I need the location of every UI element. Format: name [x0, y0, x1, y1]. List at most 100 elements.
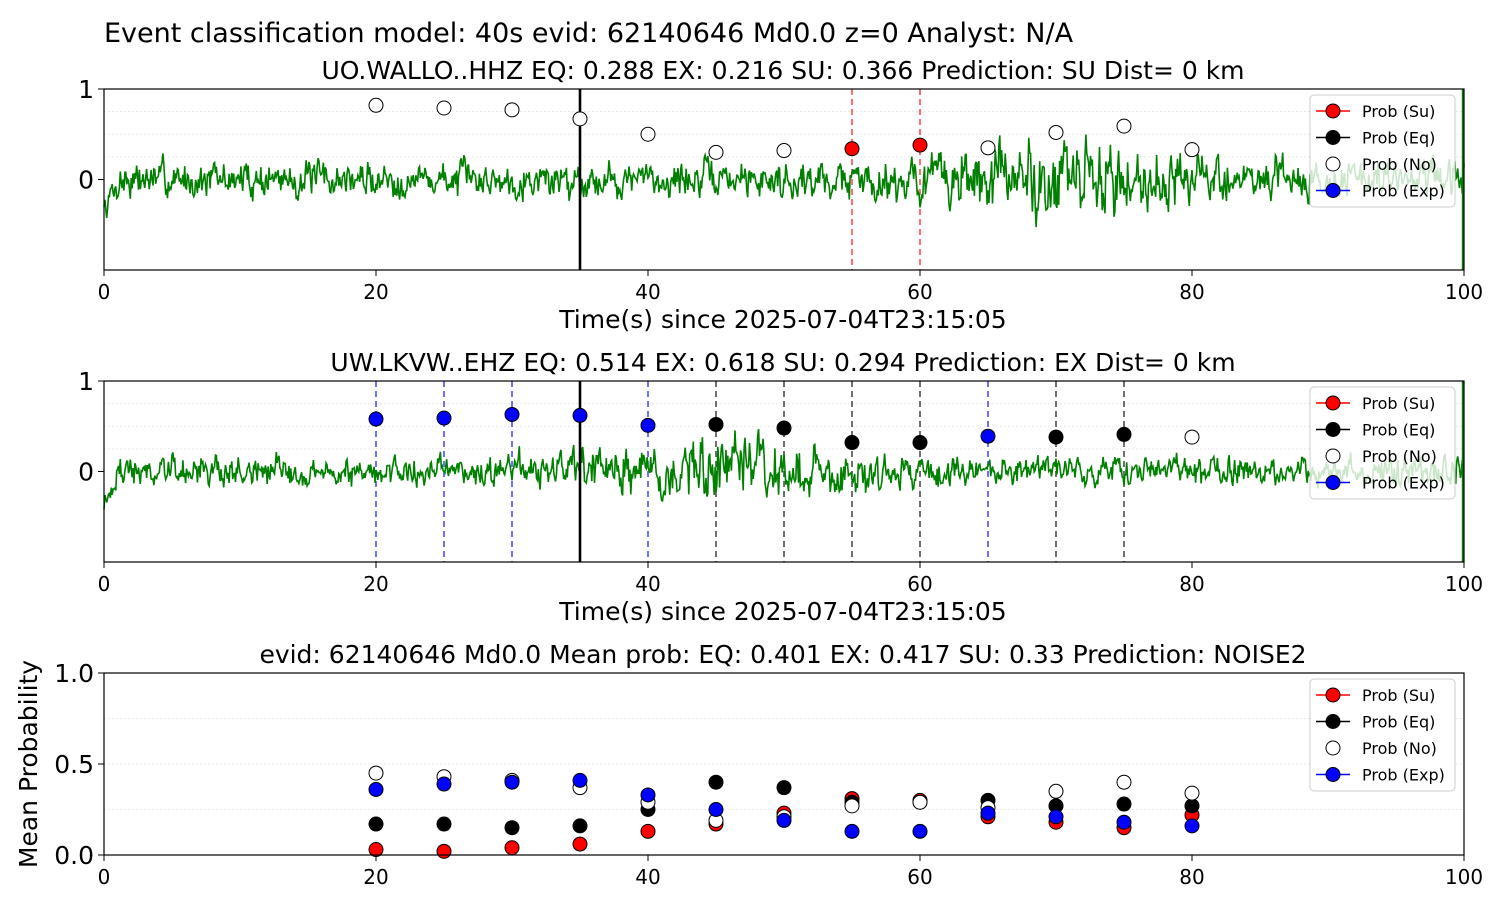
- legend-box: [1309, 678, 1456, 792]
- y-tick-label: 0: [78, 166, 94, 195]
- legend-marker: [1325, 448, 1341, 464]
- point-exp: [640, 417, 656, 433]
- point-no: [1184, 142, 1200, 158]
- legend-box: [1309, 386, 1456, 500]
- probability-points: [368, 97, 1200, 160]
- legend-marker: [1325, 740, 1341, 756]
- y-axis-label: Mean Probability: [14, 660, 43, 868]
- point-su: [572, 836, 588, 852]
- point-su: [912, 137, 928, 153]
- x-tick-label: 0: [98, 280, 111, 304]
- y-tick-label: 0.5: [54, 750, 94, 779]
- point-exp: [912, 823, 928, 839]
- point-no: [1116, 118, 1132, 134]
- point-eq: [504, 820, 520, 836]
- x-tick-label: 80: [1179, 280, 1204, 304]
- point-no: [368, 97, 384, 113]
- x-tick-label: 60: [907, 865, 932, 889]
- point-exp: [368, 411, 384, 427]
- point-no: [504, 102, 520, 118]
- legend-label: Prob (Eq): [1362, 713, 1435, 732]
- panel-uo-wallo: UO.WALLO..HHZ EQ: 0.288 EX: 0.216 SU: 0.…: [78, 56, 1483, 334]
- legend-marker: [1325, 395, 1341, 411]
- legend-label: Prob (Eq): [1362, 421, 1435, 440]
- legend-label: Prob (Exp): [1362, 182, 1445, 201]
- legend-marker: [1325, 767, 1341, 782]
- legend-label: Prob (Exp): [1362, 766, 1445, 785]
- point-no: [1184, 785, 1200, 801]
- panel-title: UW.LKVW..EHZ EQ: 0.514 EX: 0.618 SU: 0.2…: [330, 348, 1235, 377]
- panel-title: UO.WALLO..HHZ EQ: 0.288 EX: 0.216 SU: 0.…: [321, 56, 1244, 85]
- x-tick-label: 40: [635, 572, 660, 596]
- y-tick-label: 1.0: [54, 659, 94, 688]
- legend-marker: [1325, 183, 1341, 198]
- x-axis-ticks: 0 20 40 60 80 100: [98, 270, 1483, 304]
- point-eq: [776, 780, 792, 796]
- x-tick-label: 100: [1445, 572, 1483, 596]
- x-tick-label: 20: [363, 865, 388, 889]
- point-no: [368, 765, 384, 781]
- x-axis-ticks: 0 20 40 60 80 100: [98, 855, 1483, 889]
- legend-label: Prob (Su): [1362, 102, 1435, 121]
- point-exp: [640, 787, 656, 803]
- point-no: [436, 100, 452, 116]
- y-tick-label: 1: [78, 75, 94, 104]
- point-su: [640, 823, 656, 839]
- legend-marker: [1325, 714, 1341, 729]
- point-su: [436, 843, 452, 859]
- x-axis-label: Time(s) since 2025-07-04T23:15:05: [558, 305, 1006, 334]
- point-no: [572, 111, 588, 127]
- y-tick-label: 0: [78, 458, 94, 487]
- legend-marker: [1325, 475, 1341, 490]
- legend-label: Prob (No): [1362, 155, 1437, 174]
- point-no: [1048, 783, 1064, 799]
- legend: Prob (Su) Prob (Eq) Prob (No) Prob (Exp): [1309, 386, 1456, 500]
- point-su: [844, 141, 860, 157]
- point-no: [844, 798, 860, 814]
- x-tick-label: 60: [907, 572, 932, 596]
- point-no: [1184, 429, 1200, 445]
- x-tick-label: 20: [363, 280, 388, 304]
- x-tick-label: 0: [98, 572, 111, 596]
- legend-label: Prob (Exp): [1362, 474, 1445, 493]
- waveform-group: [103, 89, 1465, 270]
- x-tick-label: 80: [1179, 572, 1204, 596]
- point-exp: [844, 823, 860, 839]
- point-eq: [912, 435, 928, 451]
- y-axis-ticks: 01: [78, 75, 104, 195]
- point-eq: [572, 818, 588, 834]
- point-no: [776, 143, 792, 159]
- grid: [104, 718, 1464, 810]
- legend-label: Prob (Eq): [1362, 129, 1435, 148]
- point-eq: [1116, 796, 1132, 812]
- legend-marker: [1325, 156, 1341, 172]
- point-exp: [436, 776, 452, 792]
- legend-label: Prob (Su): [1362, 394, 1435, 413]
- point-exp: [1048, 809, 1064, 825]
- x-axis-label: Time(s) since 2025-07-04T23:15:05: [558, 597, 1006, 626]
- point-eq: [844, 435, 860, 451]
- point-su: [504, 840, 520, 856]
- probability-points: [368, 406, 1200, 451]
- point-no: [1048, 124, 1064, 140]
- point-eq: [1184, 798, 1200, 814]
- x-tick-label: 20: [363, 572, 388, 596]
- point-exp: [572, 772, 588, 788]
- point-exp: [776, 812, 792, 828]
- x-tick-label: 40: [635, 865, 660, 889]
- panel-title: evid: 62140646 Md0.0 Mean prob: EQ: 0.40…: [259, 640, 1306, 669]
- legend: Prob (Su) Prob (Eq) Prob (No) Prob (Exp): [1309, 678, 1456, 792]
- point-exp: [504, 406, 520, 422]
- point-exp: [504, 774, 520, 790]
- legend-label: Prob (No): [1362, 739, 1437, 758]
- point-exp: [368, 781, 384, 797]
- point-eq: [1048, 429, 1064, 445]
- legend-marker: [1325, 687, 1341, 703]
- figure-suptitle: Event classification model: 40s evid: 62…: [104, 18, 1074, 49]
- legend-marker: [1325, 103, 1341, 119]
- vline-group: [851, 89, 921, 270]
- x-tick-label: 100: [1445, 280, 1483, 304]
- y-tick-label: 0.0: [54, 841, 94, 870]
- point-no: [640, 126, 656, 142]
